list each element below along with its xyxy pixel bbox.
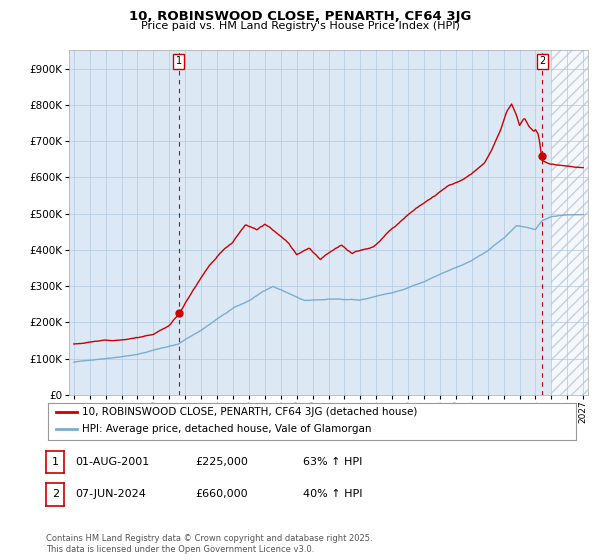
Text: 63% ↑ HPI: 63% ↑ HPI [303,457,362,467]
Text: £660,000: £660,000 [195,489,248,500]
Text: 10, ROBINSWOOD CLOSE, PENARTH, CF64 3JG: 10, ROBINSWOOD CLOSE, PENARTH, CF64 3JG [129,10,471,23]
Text: 07-JUN-2024: 07-JUN-2024 [75,489,146,500]
Text: 10, ROBINSWOOD CLOSE, PENARTH, CF64 3JG (detached house): 10, ROBINSWOOD CLOSE, PENARTH, CF64 3JG … [82,407,418,417]
Text: 1: 1 [52,457,59,467]
Text: 2: 2 [539,56,545,66]
Text: 1: 1 [176,56,182,66]
Text: £225,000: £225,000 [195,457,248,467]
Text: 01-AUG-2001: 01-AUG-2001 [75,457,149,467]
Text: HPI: Average price, detached house, Vale of Glamorgan: HPI: Average price, detached house, Vale… [82,424,372,435]
Text: Price paid vs. HM Land Registry's House Price Index (HPI): Price paid vs. HM Land Registry's House … [140,21,460,31]
Bar [551,50,588,395]
Text: 2: 2 [52,489,59,500]
Text: 40% ↑ HPI: 40% ↑ HPI [303,489,362,500]
Text: Contains HM Land Registry data © Crown copyright and database right 2025.
This d: Contains HM Land Registry data © Crown c… [46,534,373,554]
Bar [551,50,588,395]
